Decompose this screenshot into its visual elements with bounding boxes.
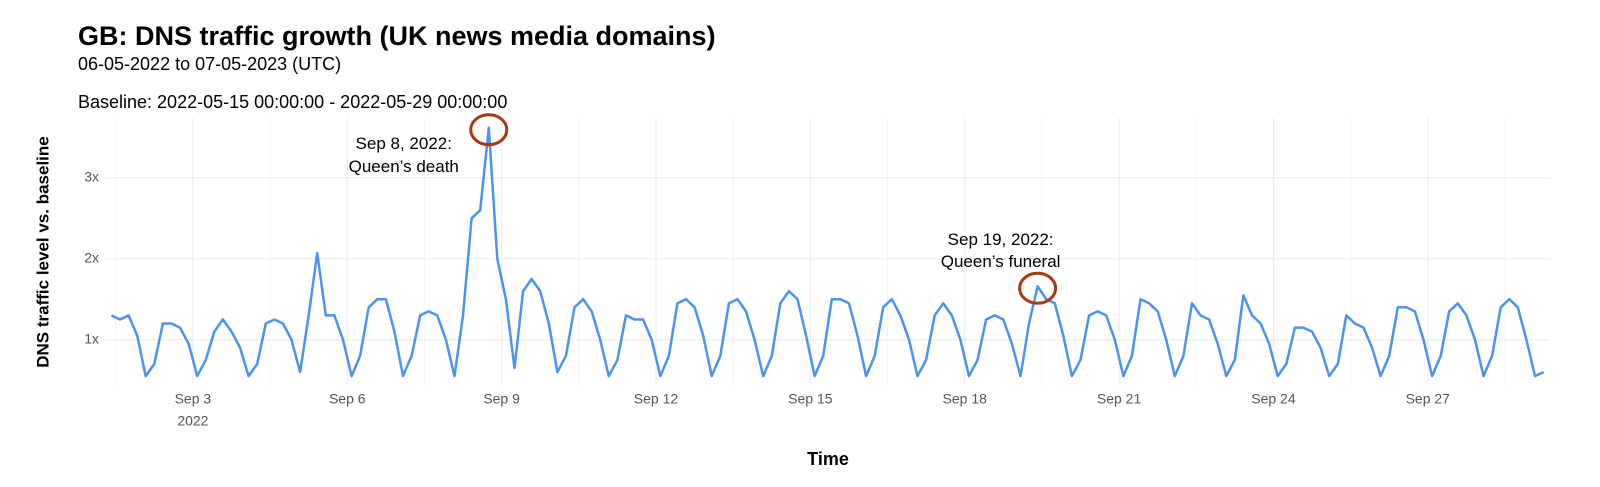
line-series [110, 126, 1545, 378]
x-tick-label: Sep 6 [329, 391, 366, 407]
annotation-text: Queen’s funeral [941, 252, 1061, 271]
x-axis-label: Time [807, 449, 849, 469]
chart-subtitle: 06-05-2022 to 07-05-2023 (UTC) [78, 54, 341, 74]
annotation-circle [469, 113, 509, 147]
x-tick-label: Sep 24 [1251, 391, 1296, 407]
y-tick-label: 3x [84, 169, 99, 185]
x-tick-label: Sep 12 [634, 391, 679, 407]
x-tick-sublabel: 2022 [177, 413, 208, 429]
annotation-text: Queen’s death [349, 157, 459, 176]
y-axis-label: DNS traffic level vs. baseline [33, 136, 52, 368]
annotation-circle [1018, 271, 1058, 305]
x-tick-label: Sep 15 [788, 391, 833, 407]
x-tick-label: Sep 18 [943, 391, 988, 407]
x-tick-label: Sep 9 [483, 391, 520, 407]
x-tick-label: Sep 21 [1097, 391, 1142, 407]
chart-title: GB: DNS traffic growth (UK news media do… [78, 21, 716, 51]
x-tick-label: Sep 27 [1406, 391, 1451, 407]
y-tick-label: 1x [84, 330, 99, 346]
y-tick-label: 2x [84, 249, 99, 265]
annotation-text: Sep 8, 2022: [356, 134, 452, 153]
annotation-text: Sep 19, 2022: [948, 230, 1054, 249]
chart-caption: Baseline: 2022-05-15 00:00:00 - 2022-05-… [78, 92, 507, 112]
x-tick-label: Sep 3 [175, 391, 212, 407]
grid [105, 118, 1550, 385]
